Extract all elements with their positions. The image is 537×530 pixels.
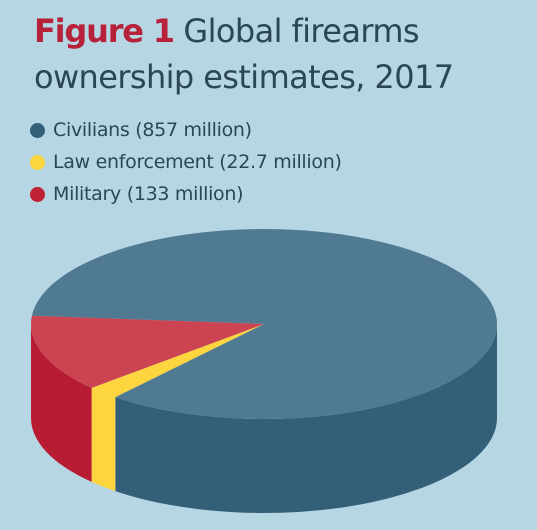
legend-item-military: Military (133 million) <box>30 178 342 210</box>
legend-item-law-enforcement: Law enforcement (22.7 million) <box>30 146 342 178</box>
pie-slice-law-enforcement <box>91 324 264 398</box>
pie-side-law-enforcement <box>91 387 116 492</box>
pie-side-civilians <box>115 324 497 513</box>
pie-slice-civilians <box>31 228 498 419</box>
legend-label-law-enforcement: Law enforcement (22.7 million) <box>53 151 342 173</box>
legend-swatch-civilians <box>30 122 45 138</box>
legend: Civilians (857 million) Law enforcement … <box>30 114 342 210</box>
pie-side-military <box>31 324 92 482</box>
legend-label-civilians: Civilians (857 million) <box>53 119 252 141</box>
legend-item-civilians: Civilians (857 million) <box>30 114 342 146</box>
figure-label: Figure 1 <box>34 12 175 50</box>
legend-label-military: Military (133 million) <box>53 183 244 205</box>
pie-slice-military <box>31 315 265 388</box>
figure-title: Global firearms ownership estimates, 201… <box>34 12 454 96</box>
chart-title: Figure 1 Global firearms ownership estim… <box>34 8 529 100</box>
legend-swatch-law-enforcement <box>30 154 45 170</box>
legend-swatch-military <box>30 186 45 202</box>
